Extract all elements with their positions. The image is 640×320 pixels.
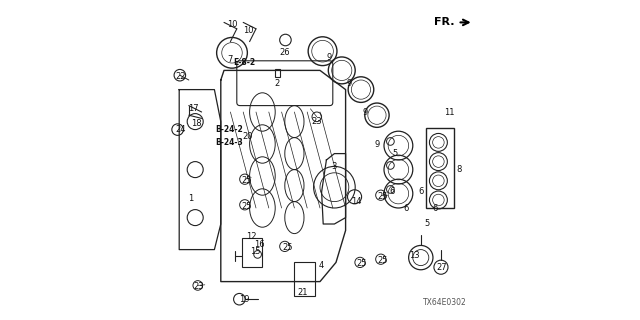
Text: 3: 3 bbox=[332, 162, 337, 171]
Bar bbox=[242, 238, 262, 267]
Text: 25: 25 bbox=[377, 256, 388, 265]
Text: 25: 25 bbox=[241, 176, 252, 185]
Text: B-24-3: B-24-3 bbox=[215, 138, 243, 147]
Text: B-24-2: B-24-2 bbox=[215, 125, 243, 134]
Text: 4: 4 bbox=[319, 261, 324, 270]
Text: 14: 14 bbox=[351, 197, 362, 206]
Text: 9: 9 bbox=[362, 108, 367, 116]
Text: 12: 12 bbox=[246, 232, 257, 241]
Text: 9: 9 bbox=[327, 53, 332, 62]
Text: 25: 25 bbox=[241, 202, 252, 211]
Text: 27: 27 bbox=[436, 263, 447, 272]
Text: 19: 19 bbox=[239, 295, 250, 304]
Text: E-8-2: E-8-2 bbox=[234, 58, 256, 67]
Text: 24: 24 bbox=[175, 125, 186, 134]
Text: 10: 10 bbox=[243, 26, 253, 35]
Text: 21: 21 bbox=[297, 288, 308, 297]
Text: 6: 6 bbox=[404, 204, 409, 212]
Text: 15: 15 bbox=[250, 247, 260, 256]
Bar bbox=[294, 262, 315, 296]
Text: FR.: FR. bbox=[434, 17, 454, 28]
Text: 25: 25 bbox=[356, 260, 367, 268]
Text: 7: 7 bbox=[227, 55, 232, 64]
Text: 23: 23 bbox=[193, 282, 204, 291]
Text: 16: 16 bbox=[254, 240, 264, 249]
Text: 22: 22 bbox=[175, 72, 186, 81]
Text: 6: 6 bbox=[418, 188, 424, 196]
Text: 25: 25 bbox=[377, 192, 388, 201]
Text: TX64E0302: TX64E0302 bbox=[424, 298, 467, 307]
Text: 26: 26 bbox=[280, 48, 290, 57]
Bar bbox=[426, 128, 454, 208]
Text: 6: 6 bbox=[433, 204, 438, 212]
Text: 6: 6 bbox=[389, 188, 395, 196]
Text: 5: 5 bbox=[392, 149, 398, 158]
Text: 25: 25 bbox=[283, 244, 293, 252]
Bar bbox=[275, 69, 280, 77]
Text: 10: 10 bbox=[227, 20, 237, 28]
Text: 18: 18 bbox=[191, 119, 202, 128]
Text: 20: 20 bbox=[243, 132, 253, 140]
Text: 9: 9 bbox=[346, 79, 351, 88]
Text: 13: 13 bbox=[409, 252, 420, 260]
Text: 1: 1 bbox=[188, 194, 193, 203]
Text: 5: 5 bbox=[424, 220, 430, 228]
Text: 2: 2 bbox=[274, 79, 280, 88]
Text: 17: 17 bbox=[188, 104, 199, 113]
Text: 8: 8 bbox=[456, 165, 462, 174]
Text: 9: 9 bbox=[375, 140, 380, 148]
Text: 11: 11 bbox=[444, 108, 455, 116]
Text: 23: 23 bbox=[312, 117, 322, 126]
